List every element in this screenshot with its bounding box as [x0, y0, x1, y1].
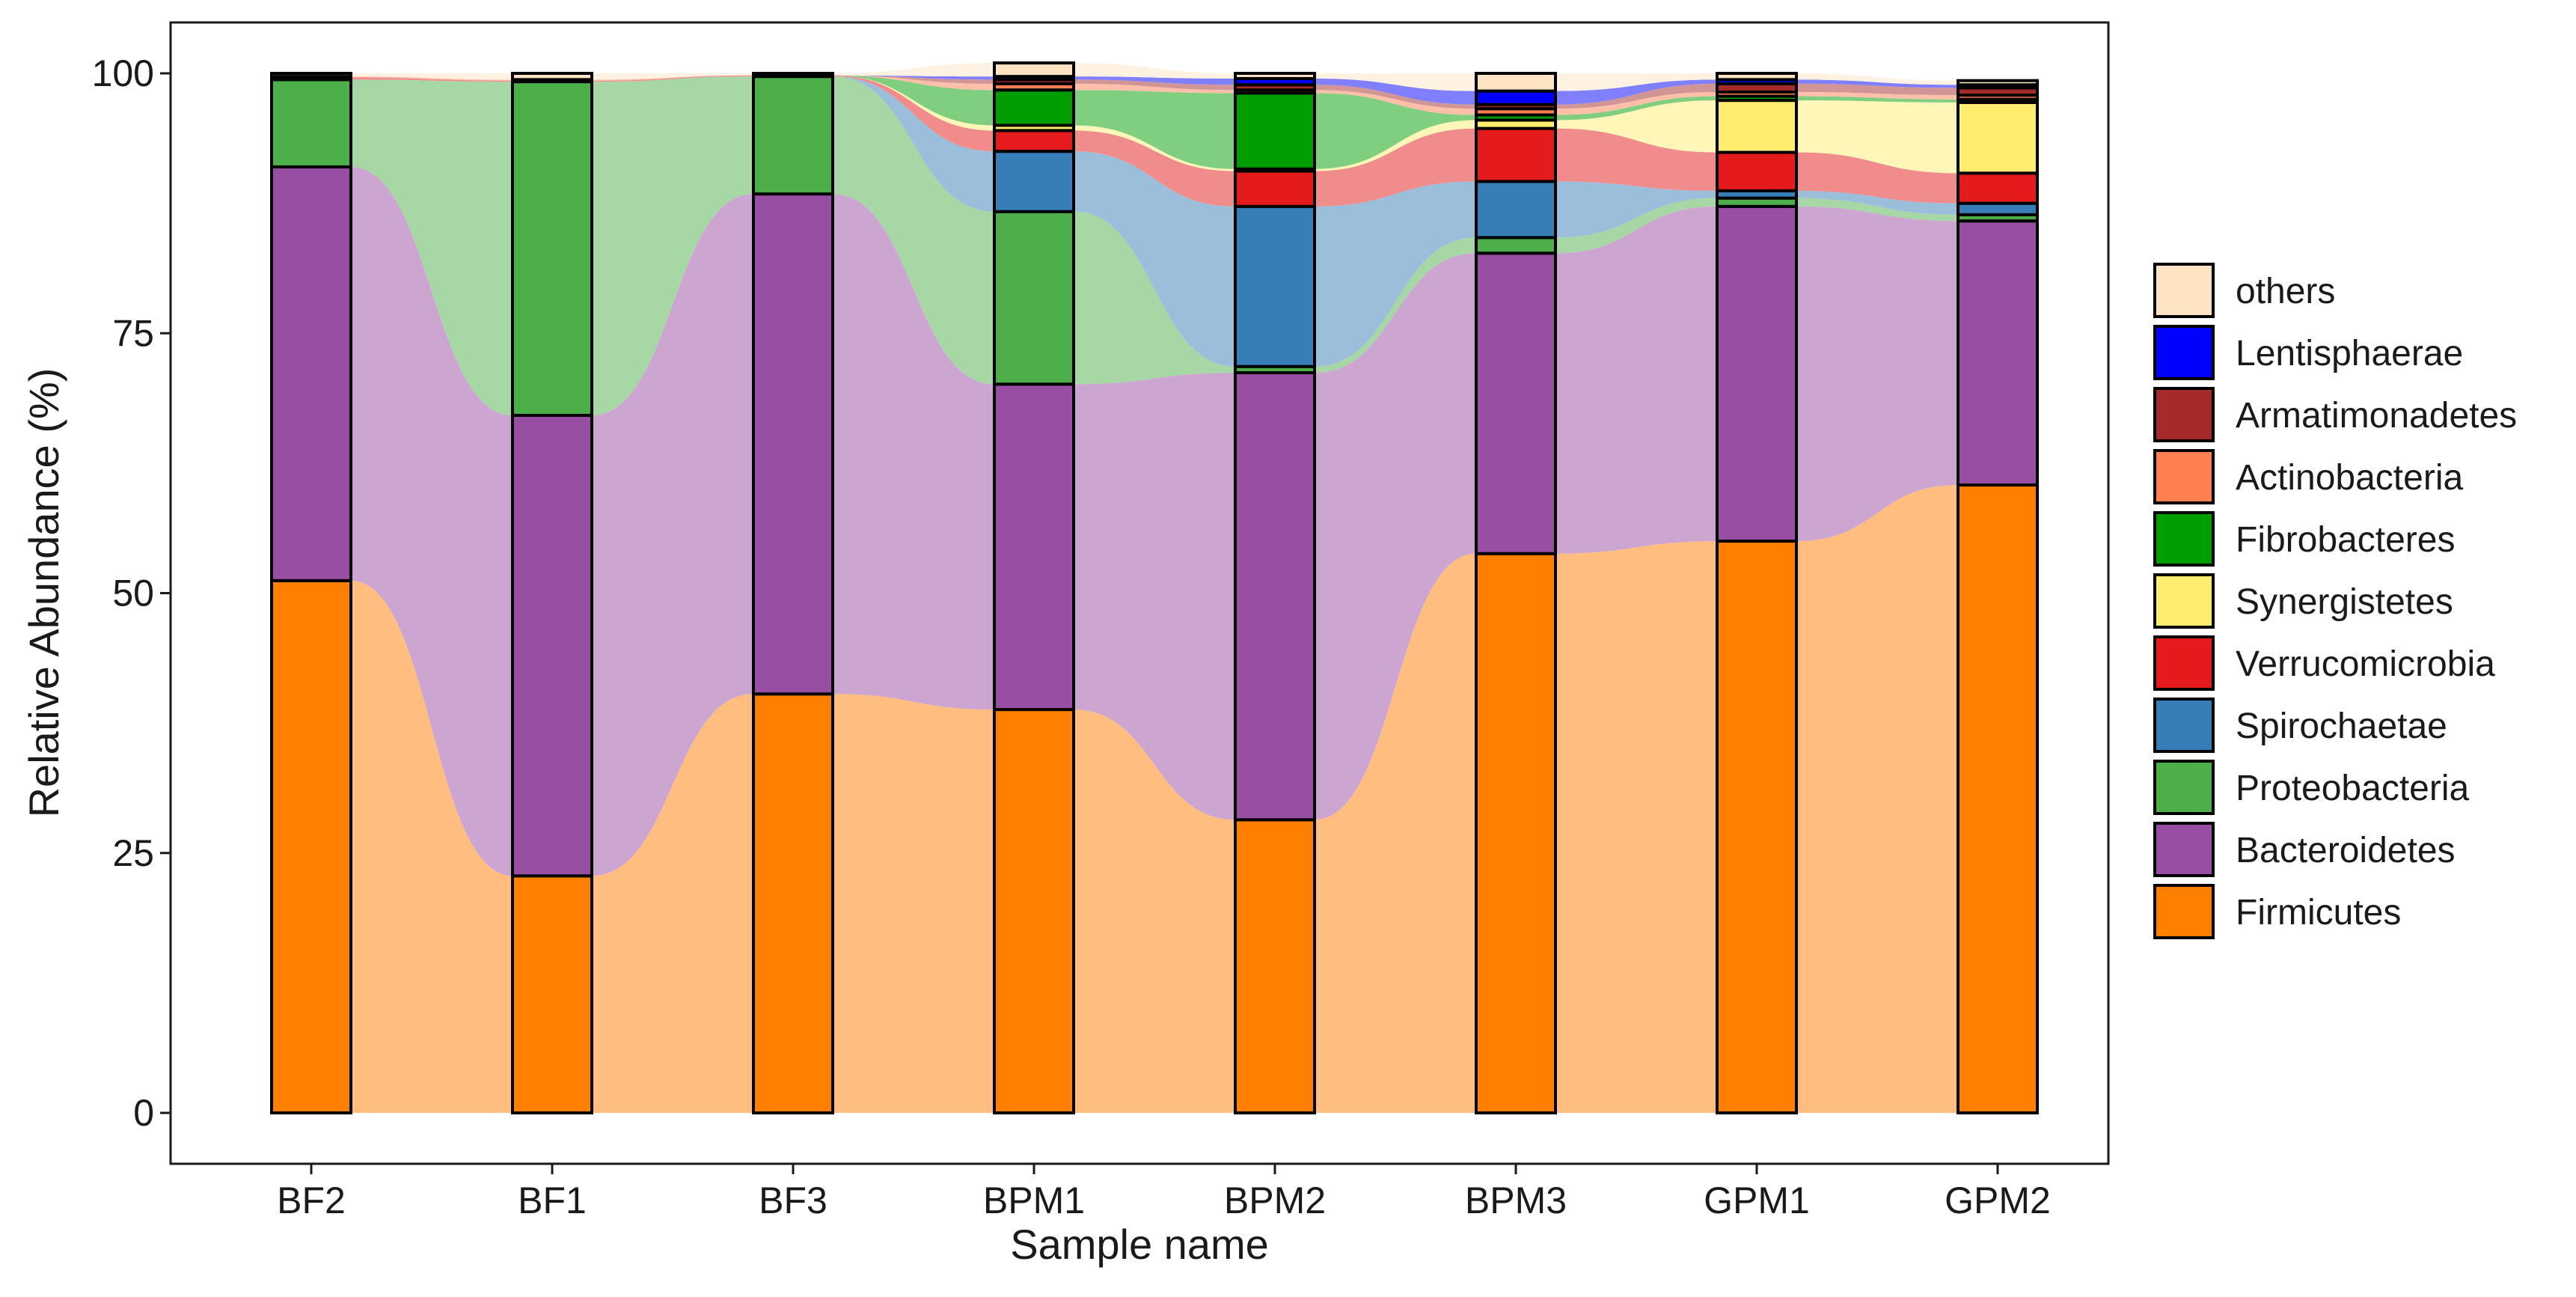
y-tick-label-25: 25: [112, 832, 154, 874]
bar-bpm3-verrucomicrobia: [1475, 126, 1557, 183]
bar-bpm3-lentisphaerae: [1475, 89, 1557, 106]
legend-label-firmicutes: Firmicutes: [2236, 893, 2401, 933]
legend-swatch-others: [2153, 263, 2215, 318]
legend-swatch-actinobacteria: [2153, 449, 2215, 504]
bar-bpm3-spirochaetae: [1475, 180, 1557, 239]
legend-swatch-fibrobacteres: [2153, 511, 2215, 567]
bar-bpm2-bacteroidetes: [1234, 371, 1316, 822]
legend-label-lentisphaerae: Lentisphaerae: [2236, 334, 2463, 373]
legend-swatch-armatimonadetes: [2153, 387, 2215, 442]
bar-bf2-firmicutes: [270, 579, 352, 1114]
bar-gpm2-synergistetes: [1957, 100, 2039, 175]
bar-gpm2-verrucomicrobia: [1957, 171, 2039, 205]
legend-swatch-lentisphaerae: [2153, 325, 2215, 380]
bar-bpm1-fibrobacteres: [993, 88, 1075, 127]
x-tick-label-bpm2: BPM2: [1224, 1179, 1326, 1221]
bar-bpm1-others: [993, 61, 1075, 79]
legend-label-spirochaetae: Spirochaetae: [2236, 707, 2447, 746]
x-tick-label-gpm1: GPM1: [1704, 1179, 1810, 1221]
legend-label-proteobacteria: Proteobacteria: [2236, 769, 2469, 808]
legend-swatch-synergistetes: [2153, 573, 2215, 629]
bar-bf2-bacteroidetes: [270, 165, 352, 582]
bar-gpm2-bacteroidetes: [1957, 219, 2039, 487]
x-tick-label-bpm1: BPM1: [983, 1179, 1085, 1221]
bar-bpm3-bacteroidetes: [1475, 251, 1557, 555]
bar-bf1-firmicutes: [511, 874, 593, 1114]
bar-gpm1-firmicutes: [1716, 540, 1798, 1114]
x-axis: BF2 BF1 BF3 BPM1 BPM2 BPM3 GPM1 GPM2: [277, 1164, 2051, 1221]
y-axis-title: Relative Abundance (%): [20, 368, 67, 818]
stacked-bars: [270, 61, 2039, 1114]
bar-bf2-others: [270, 72, 352, 79]
legend-label-armatimonadetes: Armatimonadetes: [2236, 396, 2517, 436]
y-tick-label-50: 50: [112, 573, 154, 614]
bar-gpm1-others: [1716, 72, 1798, 82]
x-tick-label-bpm3: BPM3: [1465, 1179, 1567, 1221]
bar-bpm2-others: [1234, 72, 1316, 80]
bar-bpm1-firmicutes: [993, 708, 1075, 1114]
y-axis: 0 25 50 75 100: [92, 52, 171, 1134]
x-tick-label-bf1: BF1: [518, 1179, 587, 1221]
bar-bf3-firmicutes: [752, 692, 834, 1114]
bar-bpm1-bacteroidetes: [993, 382, 1075, 712]
flow-spirochaetae: [351, 76, 1958, 367]
bar-bpm3-firmicutes: [1475, 552, 1557, 1114]
x-tick-label-bf2: BF2: [277, 1179, 346, 1221]
bar-gpm2-firmicutes: [1957, 483, 2039, 1114]
x-axis-title: Sample name: [1010, 1221, 1269, 1268]
legend-label-actinobacteria: Actinobacteria: [2236, 458, 2463, 498]
bar-bpm3-others: [1475, 72, 1557, 93]
y-tick-label-100: 100: [92, 52, 154, 94]
y-tick-label-0: 0: [133, 1092, 154, 1134]
bar-bpm2-verrucomicrobia: [1234, 169, 1316, 208]
bar-bpm1-verrucomicrobia: [993, 129, 1075, 153]
bar-bf3-others: [752, 72, 834, 77]
legend-label-fibrobacteres: Fibrobacteres: [2236, 520, 2455, 560]
legend: others Lentisphaerae Armatimonadetes Actino…: [2153, 263, 2517, 939]
legend-swatch-verrucomicrobia: [2153, 635, 2215, 691]
bar-bf1-others: [511, 72, 593, 82]
bar-bf3-proteobacteria: [752, 75, 834, 196]
bar-bpm1-proteobacteria: [993, 210, 1075, 386]
y-tick-label-75: 75: [112, 312, 154, 354]
bar-bf1-proteobacteria: [511, 80, 593, 417]
bar-gpm1-bacteroidetes: [1716, 204, 1798, 543]
bar-gpm2-others: [1957, 79, 2039, 87]
bar-bf2-proteobacteria: [270, 78, 352, 169]
legend-label-verrucomicrobia: Verrucomicrobia: [2236, 644, 2495, 684]
bar-bpm3-proteobacteria: [1475, 236, 1557, 255]
flow-fibrobacteres: [351, 75, 1958, 169]
flow-synergistetes: [351, 75, 1958, 174]
bar-bpm2-spirochaetae: [1234, 204, 1316, 368]
legend-label-bacteroidetes: Bacteroidetes: [2236, 831, 2456, 870]
legend-swatch-bacteroidetes: [2153, 822, 2215, 877]
legend-swatch-proteobacteria: [2153, 760, 2215, 815]
legend-label-others: others: [2236, 272, 2335, 311]
bar-bf1-bacteroidetes: [511, 413, 593, 878]
bar-gpm1-synergistetes: [1716, 99, 1798, 154]
x-tick-label-bf3: BF3: [759, 1179, 827, 1221]
legend-label-synergistetes: Synergistetes: [2236, 582, 2453, 622]
bar-bpm2-fibrobacteres: [1234, 91, 1316, 171]
legend-swatch-spirochaetae: [2153, 698, 2215, 753]
bar-gpm2-spirochaetae: [1957, 201, 2039, 216]
bar-gpm1-verrucomicrobia: [1716, 150, 1798, 192]
legend-swatch-firmicutes: [2153, 884, 2215, 939]
bar-bpm1-spirochaetae: [993, 150, 1075, 213]
bar-bpm2-firmicutes: [1234, 818, 1316, 1114]
bar-bf3-bacteroidetes: [752, 192, 834, 696]
x-tick-label-gpm2: GPM2: [1945, 1179, 2051, 1221]
